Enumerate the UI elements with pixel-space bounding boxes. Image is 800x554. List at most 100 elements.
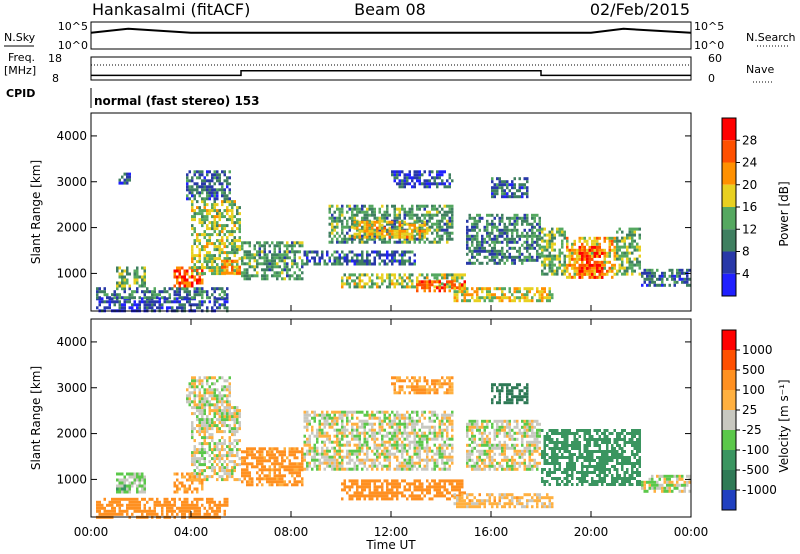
power-cell [501,258,504,262]
power-cell [401,282,404,286]
velocity-cell [326,419,329,423]
power-cell [203,176,206,180]
velocity-cell [413,428,416,432]
velocity-cell [398,416,401,420]
power-cell [436,207,439,211]
velocity-cell [438,425,441,429]
velocity-cell [398,431,401,435]
velocity-cell [308,440,311,444]
velocity-cell [416,413,419,417]
power-cell [378,207,381,211]
power-cell [298,268,301,272]
power-cell [538,222,541,226]
power-cell [221,215,224,219]
power-cell [386,207,389,211]
velocity-cell [181,503,184,507]
velocity-cell [193,406,196,410]
velocity-cell [288,468,291,472]
velocity-cell [226,379,229,383]
power-cell [501,216,504,220]
power-cell [381,235,384,239]
power-cell [128,287,131,291]
velocity-cell [293,453,296,457]
velocity-cell [206,466,209,470]
power-cell [608,269,611,273]
power-cell [223,242,226,246]
velocity-cell [131,484,134,488]
power-cell [463,280,466,284]
power-cell [198,278,201,282]
power-cell [408,250,411,254]
power-cell [476,246,479,250]
velocity-cell [118,478,121,482]
power-cell [333,250,336,254]
velocity-cell [281,483,284,487]
power-cell [541,260,544,264]
power-cell [448,237,451,241]
power-cell [228,271,231,275]
power-cell [378,216,381,220]
power-cell [426,213,429,217]
power-cell [186,272,189,276]
power-cell [121,287,124,291]
velocity-cell [431,467,434,471]
power-cell [166,306,169,310]
velocity-cell [256,471,259,475]
velocity-cell [386,449,389,453]
power-cell [613,236,616,240]
power-cell [411,223,414,227]
power-cell [328,231,331,235]
power-cell [236,206,239,210]
velocity-cell [363,422,366,426]
power-cell [641,271,644,275]
velocity-cell [316,413,319,417]
power-cell [338,234,341,238]
power-cell [341,237,344,241]
power-cell [296,262,299,266]
power-cell [258,247,261,251]
power-cell [198,194,201,198]
power-cell [561,269,564,273]
velocity-cell [233,439,236,443]
power-cell [218,266,221,270]
velocity-cell [176,490,179,494]
power-cell [408,285,411,289]
velocity-cell [351,449,354,453]
velocity-cell [413,434,416,438]
power-cell [526,234,529,238]
power-cell [586,257,589,261]
power-cell [196,287,199,291]
velocity-cell [363,443,366,447]
velocity-cell [446,431,449,435]
power-cell [211,293,214,297]
power-cell [118,300,121,304]
power-cell [511,246,514,250]
power-cell [686,283,689,287]
velocity-cell [438,455,441,459]
velocity-cell [396,440,399,444]
power-cell [188,290,191,294]
power-cell [501,219,504,223]
power-cell [488,213,491,217]
velocity-cell [258,453,261,457]
power-cell [353,216,356,220]
velocity-cell [393,446,396,450]
power-cell [348,237,351,241]
power-cell [278,241,281,245]
power-cell [591,248,594,252]
velocity-cell [191,506,194,510]
power-cell [403,253,406,257]
power-cell [508,237,511,241]
velocity-cell [401,431,404,435]
velocity-cell [418,428,421,432]
power-cell [266,268,269,272]
velocity-cell [301,447,304,451]
power-cell [431,176,434,180]
velocity-cell [388,419,391,423]
power-cell [181,266,184,270]
power-cell [376,235,379,239]
power-cell [461,287,464,291]
power-cell [403,222,406,226]
velocity-cell [198,460,201,464]
power-cell [176,300,179,304]
